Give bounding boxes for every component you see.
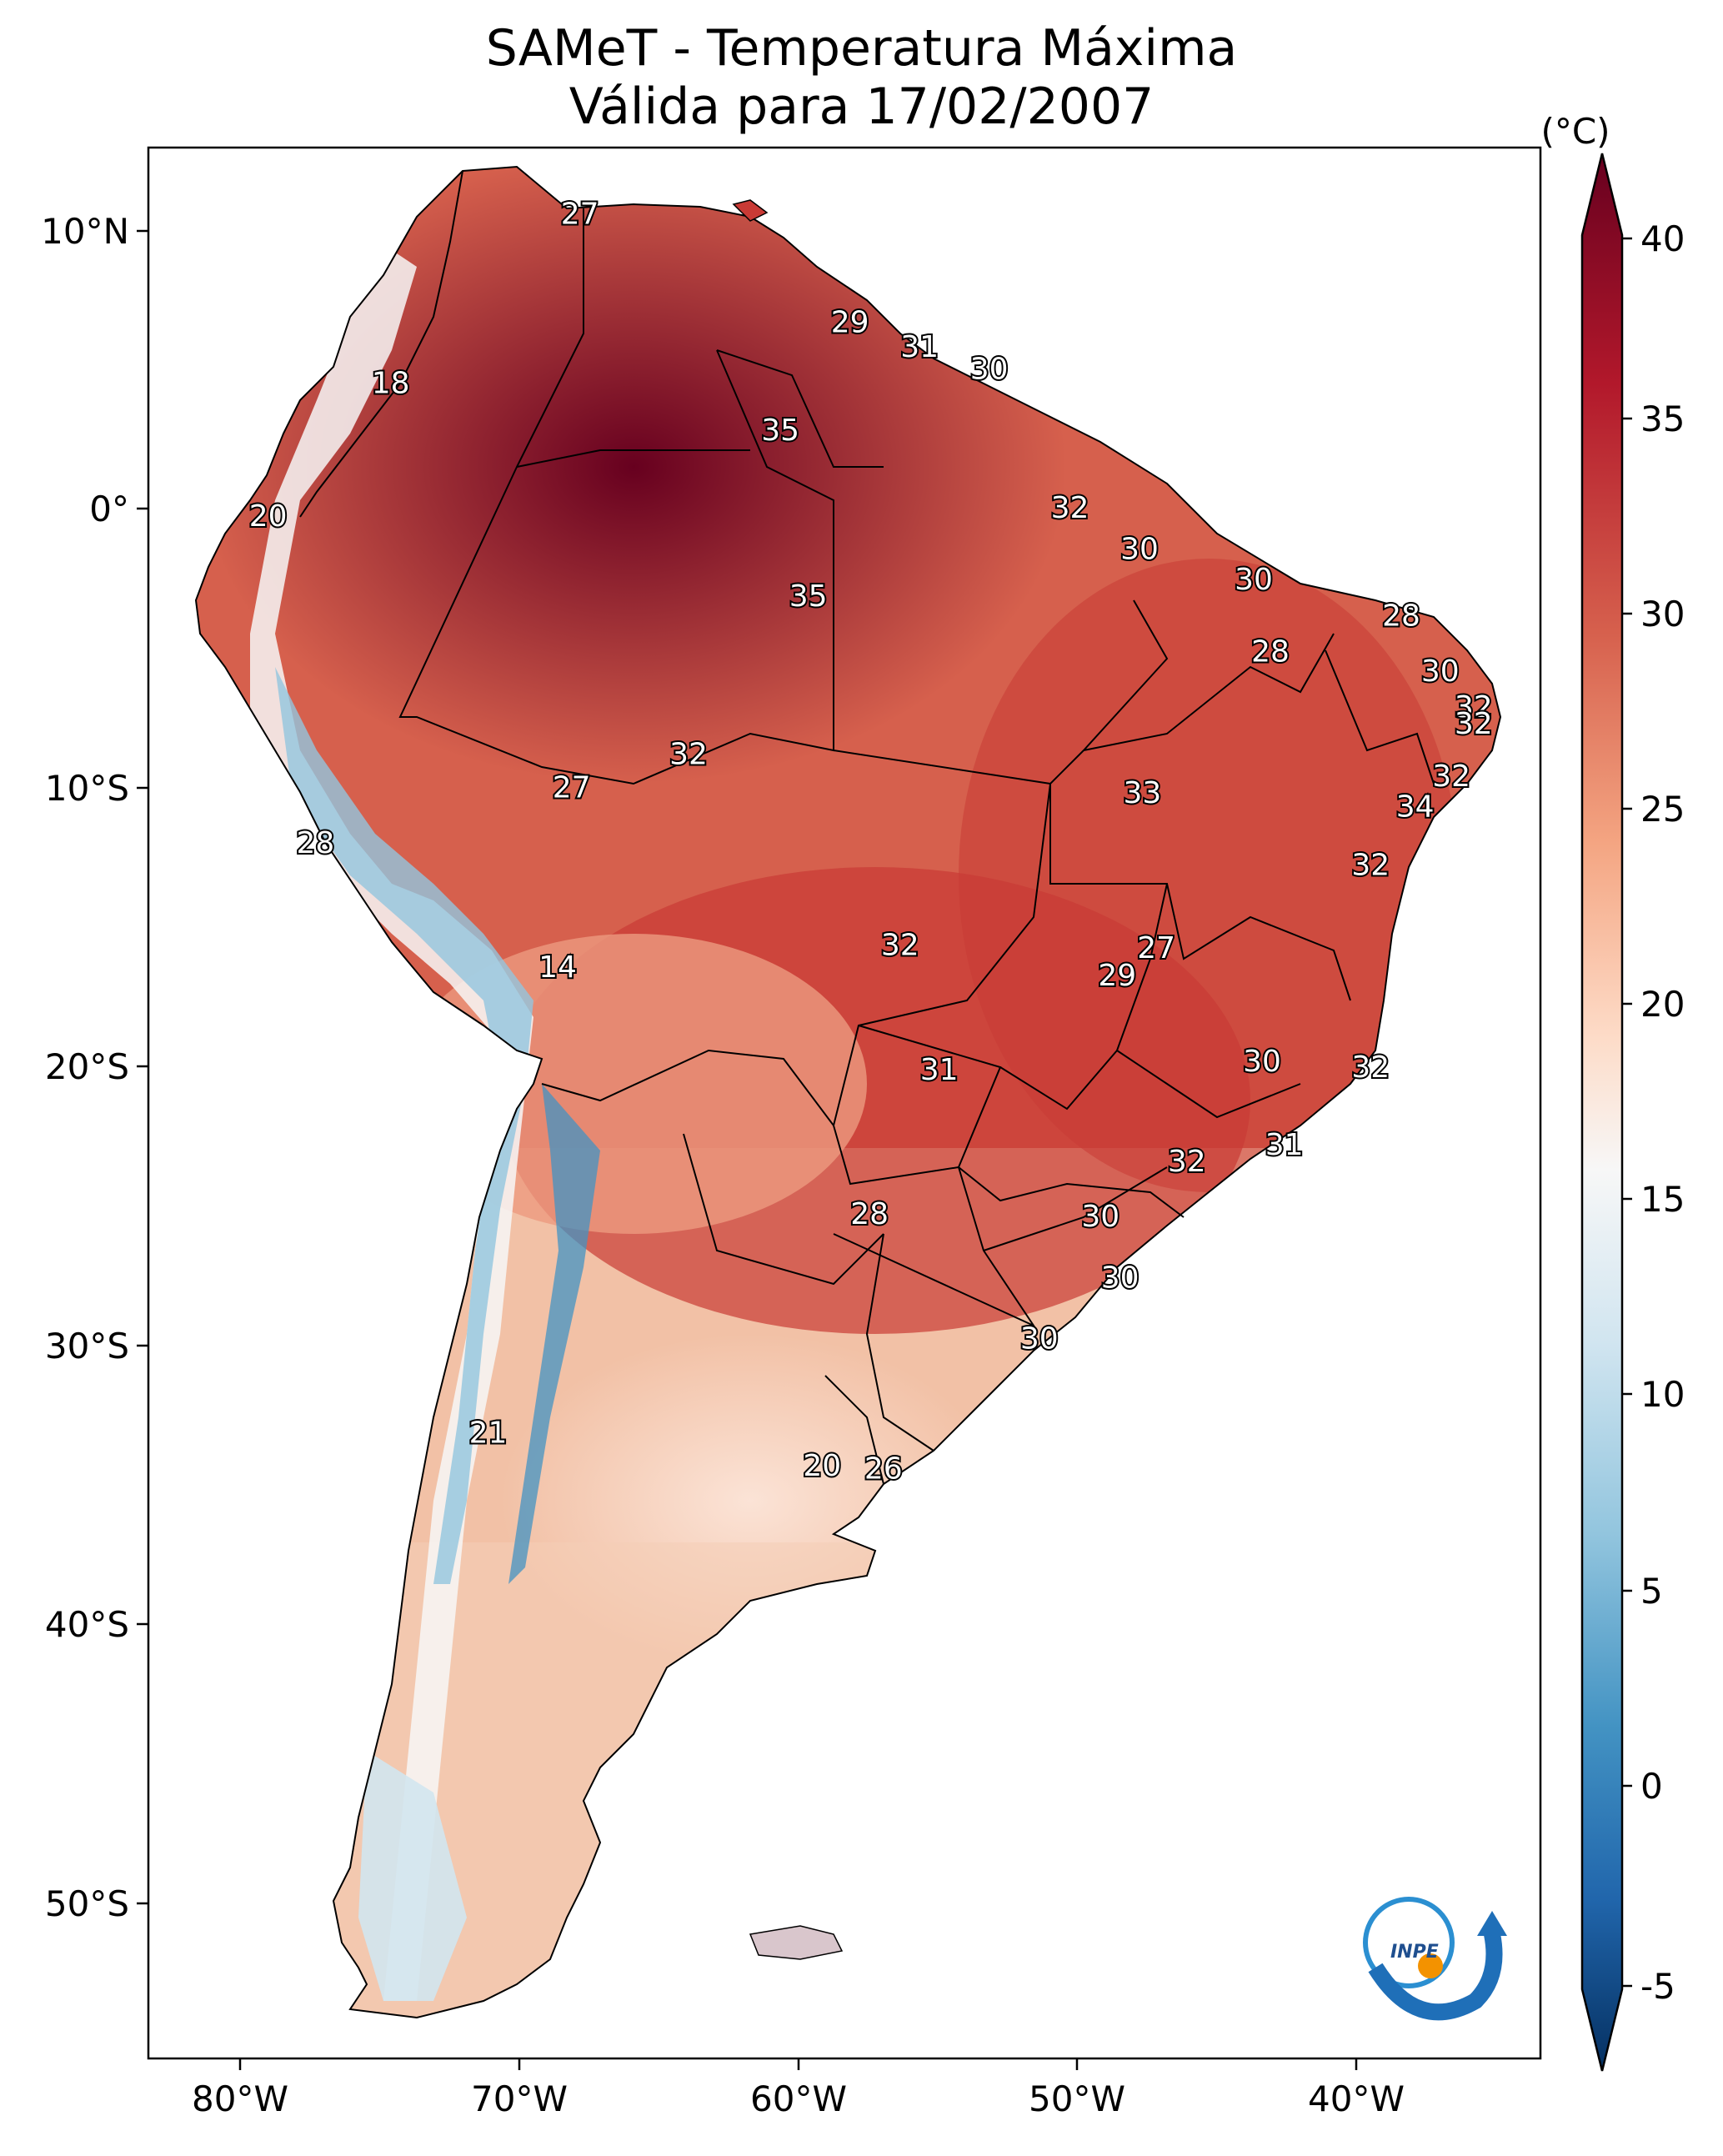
contour-label: 32 — [1351, 1050, 1390, 1085]
y-tick-label: 50°S — [45, 1883, 129, 1924]
colorbar-tick-label: 25 — [1640, 789, 1685, 830]
x-tick-label: 60°W — [750, 2078, 847, 2119]
contour-label: 32 — [1168, 1145, 1206, 1179]
contour-label: 27 — [553, 770, 591, 805]
contour-label: 28 — [1382, 599, 1420, 633]
contour-label: 30 — [1020, 1321, 1059, 1356]
x-axis-tick-labels: 80°W 70°W 60°W 50°W 40°W — [192, 2078, 1405, 2119]
contour-label: 28 — [1251, 635, 1290, 669]
contour-label: 33 — [1123, 776, 1161, 810]
x-axis-ticks — [238, 2058, 1358, 2070]
y-tick-label: 10°S — [45, 768, 129, 809]
x-tick-label: 80°W — [192, 2078, 288, 2119]
colorbar-tick-label: 20 — [1640, 984, 1685, 1025]
contour-label: 28 — [296, 826, 334, 860]
colorbar-unit: (°C) — [1540, 111, 1610, 152]
y-tick-label: 40°S — [45, 1604, 129, 1645]
map-title-line1: SAMeT - Temperatura Máxima — [485, 19, 1238, 78]
contour-label: 27 — [1137, 931, 1175, 965]
contour-label: 32 — [1051, 491, 1089, 525]
colorbar-tick-label: -5 — [1640, 1966, 1675, 2007]
country-borders — [194, 165, 1502, 2019]
contour-label: 26 — [864, 1452, 903, 1487]
inpe-logo-text: INPE — [1390, 1942, 1439, 1963]
y-axis-tick-labels: 10°N 0° 10°S 20°S 30°S 40°S 50°S — [41, 211, 129, 1924]
map-title-line2: Válida para 17/02/2007 — [568, 78, 1155, 136]
contour-label: 20 — [803, 1449, 841, 1483]
contour-label: 32 — [881, 929, 919, 963]
y-axis-ticks — [137, 229, 148, 1905]
contour-label: 30 — [1421, 654, 1460, 689]
contour-label: 32 — [1432, 760, 1470, 794]
contour-label: 32 — [1351, 848, 1390, 882]
contour-label: 32 — [1455, 707, 1493, 741]
colorbar-tick-label: 30 — [1640, 594, 1685, 634]
colorbar-tick-label: 0 — [1640, 1766, 1663, 1807]
contour-label: 30 — [1120, 533, 1159, 567]
contour-label: 34 — [1396, 790, 1435, 825]
contour-label: 31 — [1265, 1128, 1304, 1162]
contour-label: 30 — [1101, 1261, 1139, 1295]
contour-label: 21 — [469, 1416, 508, 1450]
contour-label: 20 — [249, 499, 288, 534]
colorbar-tick-label: 10 — [1640, 1374, 1685, 1415]
contour-label: 31 — [920, 1053, 959, 1087]
contour-label: 30 — [1235, 563, 1273, 597]
contour-label: 27 — [561, 198, 599, 232]
contour-label: 30 — [1081, 1200, 1119, 1234]
y-tick-label: 20°S — [45, 1046, 129, 1087]
contour-label: 32 — [1455, 690, 1493, 725]
contour-label: 28 — [850, 1197, 889, 1231]
colorbar-tick-label: 5 — [1640, 1571, 1663, 1612]
colorbar-tick-label: 40 — [1640, 218, 1685, 259]
contour-label: 31 — [900, 330, 939, 364]
contour-label: 35 — [789, 579, 828, 614]
contour-label: 35 — [761, 414, 799, 448]
contour-label: 14 — [538, 950, 577, 985]
y-tick-label: 10°N — [41, 211, 129, 252]
x-tick-label: 50°W — [1029, 2078, 1125, 2119]
contour-label: 29 — [1098, 959, 1136, 993]
colorbar-tick-label: 15 — [1640, 1179, 1685, 1220]
colorbar-tick-label: 35 — [1640, 399, 1685, 439]
x-tick-label: 40°W — [1308, 2078, 1405, 2119]
contour-label: 29 — [831, 305, 869, 339]
y-tick-label: 30°S — [45, 1326, 129, 1366]
contour-label: 32 — [669, 738, 708, 772]
contour-label: 18 — [372, 366, 410, 400]
x-tick-label: 70°W — [471, 2078, 568, 2119]
y-tick-label: 0° — [89, 489, 129, 529]
colorbar: (°C) 40 35 30 25 20 15 10 5 0 -5 — [1540, 111, 1685, 2072]
inpe-logo: INPE — [1363, 1897, 1507, 2021]
contour-label: 30 — [970, 353, 1009, 387]
islands — [732, 199, 844, 1960]
contour-label: 30 — [1243, 1045, 1281, 1079]
